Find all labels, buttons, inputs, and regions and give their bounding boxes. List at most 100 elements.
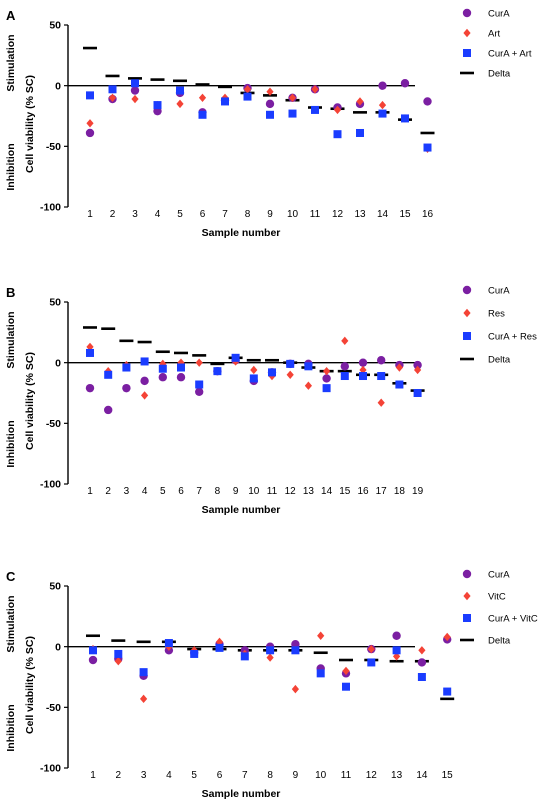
- point-square-18: [395, 380, 404, 389]
- x-tick-label: 1: [87, 209, 93, 220]
- inhibition-label: Inhibition: [5, 420, 17, 467]
- legend-entry: CurA: [488, 285, 510, 296]
- x-tick-label: 15: [399, 209, 411, 220]
- point-square-12: [367, 658, 376, 667]
- x-tick-label: 5: [177, 209, 183, 220]
- point-circle-15: [400, 79, 410, 88]
- point-diamond-13: [356, 97, 364, 106]
- y-tick-label: -100: [40, 479, 61, 491]
- point-square-13: [356, 128, 364, 137]
- x-tick-label: 3: [132, 209, 138, 220]
- point-square-12: [286, 359, 295, 368]
- point-square-8: [243, 92, 252, 101]
- point-circle-3: [122, 383, 131, 393]
- point-diamond-15: [341, 336, 349, 346]
- x-tick-label: 12: [366, 770, 378, 781]
- point-diamond-3: [140, 694, 148, 704]
- legend-entry: Res: [488, 308, 505, 319]
- point-circle-6: [176, 373, 186, 382]
- x-tick-label: 11: [310, 209, 321, 220]
- legend-entry: CurA + Art: [488, 48, 532, 59]
- point-diamond-8: [243, 85, 252, 94]
- point-circle-13: [392, 631, 401, 640]
- x-axis-title: Sample number: [202, 788, 281, 800]
- x-tick-label: 15: [339, 486, 351, 497]
- x-tick-label: 10: [287, 209, 299, 220]
- point-square-7: [195, 380, 204, 389]
- x-tick-label: 11: [341, 770, 352, 781]
- point-circle-14: [378, 81, 387, 90]
- point-circle-15: [340, 362, 349, 371]
- x-tick-label: 5: [160, 486, 166, 497]
- x-tick-label: 6: [178, 486, 184, 497]
- x-tick-label: 14: [377, 209, 389, 220]
- x-tick-label: 7: [242, 770, 248, 781]
- x-tick-label: 7: [222, 209, 228, 220]
- y-tick-label: -100: [40, 202, 61, 214]
- point-square-8: [213, 367, 222, 376]
- point-diamond-4: [141, 391, 149, 400]
- point-square-11: [342, 682, 350, 691]
- point-diamond-2: [114, 657, 122, 666]
- point-diamond-11: [311, 85, 319, 94]
- legend-entry: CurA: [488, 569, 510, 580]
- x-tick-label: 8: [245, 209, 251, 220]
- point-circle-19: [413, 360, 422, 370]
- point-circle-1: [85, 128, 95, 138]
- inhibition-label: Inhibition: [5, 143, 17, 190]
- x-tick-label: 11: [267, 486, 278, 497]
- point-square-19: [413, 389, 422, 397]
- legend-marker: [463, 49, 471, 57]
- x-tick-label: 1: [90, 770, 96, 781]
- point-square-15: [443, 687, 452, 696]
- x-tick-label: 14: [416, 770, 428, 781]
- x-tick-label: 6: [217, 770, 223, 781]
- legend-marker: [462, 569, 472, 579]
- x-tick-label: 2: [110, 209, 116, 220]
- y-tick-label: -50: [46, 418, 61, 430]
- y-tick-label: -50: [46, 702, 61, 714]
- y-tick-label: 50: [49, 20, 61, 32]
- point-square-5: [176, 86, 184, 95]
- panel-label: C: [6, 569, 16, 584]
- point-circle-16: [423, 97, 432, 106]
- legend-entry: Art: [488, 28, 501, 39]
- x-tick-label: 8: [215, 486, 221, 497]
- chart-panel-a: A 50 0 -50 -100 Cell viability (% SC) Stimulat…: [5, 8, 532, 239]
- chart-panel-c: C 50 0 -50 -100 Cell viability (% SC) Stimulat…: [5, 569, 538, 800]
- legend-marker: [463, 332, 471, 340]
- point-diamond-9: [266, 87, 274, 96]
- point-diamond-14: [418, 646, 426, 655]
- stimulation-label: Stimulation: [5, 595, 17, 652]
- point-diamond-8: [266, 653, 274, 662]
- point-diamond-12: [333, 105, 342, 115]
- x-tick-label: 4: [142, 486, 148, 497]
- legend-marker: [463, 614, 471, 622]
- legend-marker: [462, 8, 472, 18]
- point-square-11: [268, 368, 276, 377]
- y-tick-label: 50: [49, 297, 61, 309]
- legend-entry: CurA: [488, 8, 510, 19]
- point-diamond-9: [291, 684, 299, 694]
- point-diamond-1: [86, 119, 94, 128]
- chart-panel-b: B 50 0 -50 -100 Cell viability (% SC) Stimulat…: [5, 285, 537, 516]
- point-circle-14: [322, 374, 331, 383]
- point-square-2: [104, 370, 113, 379]
- point-square-13: [392, 646, 401, 655]
- point-square-2: [108, 85, 117, 94]
- point-diamond-11: [342, 666, 350, 676]
- point-circle-4: [140, 376, 149, 386]
- point-diamond-3: [131, 94, 139, 104]
- x-tick-label: 12: [332, 209, 344, 220]
- x-tick-label: 9: [267, 209, 273, 220]
- legend-entry: VitC: [488, 591, 506, 602]
- point-square-5: [158, 364, 167, 373]
- x-tick-label: 14: [321, 486, 333, 497]
- point-square-4: [153, 101, 162, 110]
- legend-marker: [463, 28, 471, 38]
- point-diamond-10: [317, 631, 325, 640]
- x-tick-label: 7: [196, 486, 202, 497]
- point-diamond-7: [195, 358, 203, 367]
- point-square-15: [401, 114, 409, 123]
- point-square-14: [378, 109, 387, 118]
